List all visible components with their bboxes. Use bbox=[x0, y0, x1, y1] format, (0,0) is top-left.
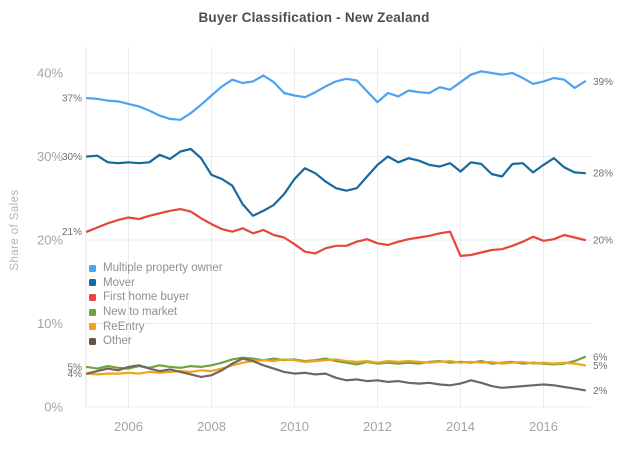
series-line-mover bbox=[85, 147, 587, 217]
legend-item-multiple-property-owner[interactable]: Multiple property owner bbox=[89, 261, 223, 276]
series-end-label-other: 2% bbox=[593, 386, 608, 397]
x-tick-label: 2010 bbox=[280, 419, 309, 434]
series-line-reentry bbox=[85, 358, 587, 376]
chart-title: Buyer Classification - New Zealand bbox=[198, 10, 430, 25]
x-tick-label: 2012 bbox=[363, 419, 392, 434]
x-tick-label: 2006 bbox=[114, 419, 143, 434]
legend-label: Multiple property owner bbox=[103, 262, 223, 275]
legend-label: ReEntry bbox=[103, 320, 145, 333]
x-tick-label: 2014 bbox=[446, 419, 475, 434]
x-tick-label: 2016 bbox=[529, 419, 558, 434]
legend-item-mover[interactable]: Mover bbox=[89, 276, 223, 291]
legend-item-new-to-market[interactable]: New to market bbox=[89, 305, 223, 320]
y-tick-label: 30% bbox=[37, 149, 63, 164]
series-line-other bbox=[85, 357, 587, 392]
series-start-label-first-home-buyer: 21% bbox=[62, 227, 82, 238]
y-tick-label: 0% bbox=[44, 400, 63, 415]
series-end-label-multiple-property-owner: 39% bbox=[593, 77, 613, 88]
series-line-multiple-property-owner bbox=[85, 70, 587, 121]
series-start-label-new-to-market: 5% bbox=[68, 362, 83, 373]
legend-swatch-icon bbox=[89, 337, 96, 345]
series-start-label-multiple-property-owner: 37% bbox=[62, 94, 82, 105]
legend-label: New to market bbox=[103, 306, 178, 319]
legend-item-first-home-buyer[interactable]: First home buyer bbox=[89, 290, 223, 305]
legend-item-reentry[interactable]: ReEntry bbox=[89, 319, 223, 334]
legend-item-other[interactable]: Other bbox=[89, 334, 223, 349]
x-tick-label: 2008 bbox=[197, 419, 226, 434]
legend-swatch-icon bbox=[89, 264, 96, 272]
series-end-label-mover: 28% bbox=[593, 169, 613, 180]
series-start-label-mover: 30% bbox=[62, 152, 82, 163]
legend-swatch-icon bbox=[89, 323, 96, 331]
y-tick-label: 40% bbox=[37, 66, 63, 81]
series-start-label-reentry: 4% bbox=[68, 369, 83, 380]
legend-label: First home buyer bbox=[103, 291, 190, 304]
series-line-first-home-buyer bbox=[85, 208, 587, 257]
y-tick-label: 20% bbox=[37, 233, 63, 248]
legend-label: Mover bbox=[103, 276, 135, 289]
series-end-label-reentry: 5% bbox=[593, 361, 608, 372]
legend-swatch-icon bbox=[89, 308, 96, 316]
series-end-label-new-to-market: 6% bbox=[593, 352, 608, 363]
legend-label: Other bbox=[103, 335, 132, 348]
series-end-label-first-home-buyer: 20% bbox=[593, 236, 613, 247]
legend-swatch-icon bbox=[89, 279, 96, 287]
y-axis-title: Share of Sales bbox=[9, 189, 21, 271]
y-tick-label: 10% bbox=[37, 316, 63, 331]
legend-swatch-icon bbox=[89, 293, 96, 301]
chart-legend: Multiple property owner Mover First home b… bbox=[89, 261, 223, 349]
